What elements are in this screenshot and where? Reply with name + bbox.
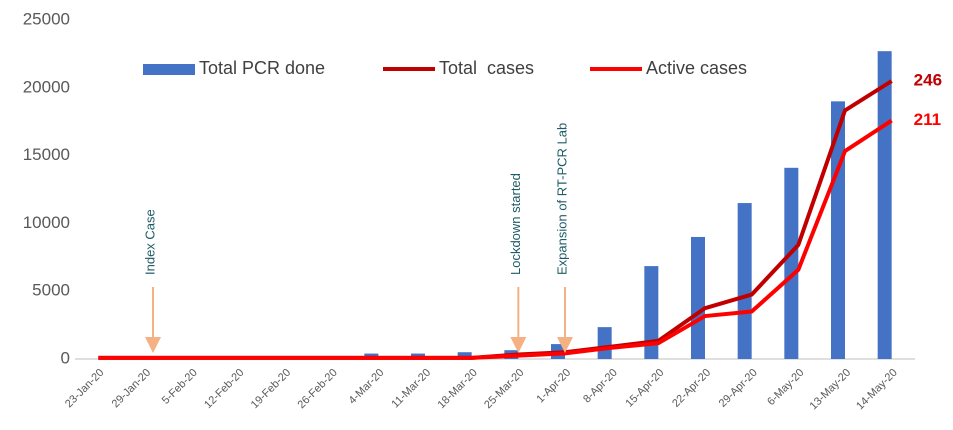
x-tick-label: 13-May-20 — [808, 367, 854, 413]
y-tick-label: 0 — [61, 348, 70, 367]
x-tick-label: 12-Feb-20 — [202, 367, 246, 411]
value-label: 246 — [914, 71, 942, 90]
annotation-arrowhead — [145, 337, 161, 353]
y-tick-label: 20000 — [23, 77, 70, 96]
line — [98, 79, 893, 360]
x-tick-label: 19-Feb-20 — [249, 367, 293, 411]
x-tick-label: 23-Jan-20 — [63, 367, 107, 411]
y-tick-label: 10000 — [23, 213, 70, 232]
x-tick-label: 1-Apr-20 — [534, 367, 573, 406]
bar — [784, 167, 799, 359]
legend-label: Total cases — [439, 58, 534, 78]
legend-label: Active cases — [646, 58, 747, 78]
y-tick-label: 25000 — [23, 9, 70, 28]
x-tick-label: 11-Mar-20 — [389, 367, 433, 411]
annotation-arrowhead — [510, 337, 527, 353]
bar — [737, 203, 752, 359]
x-tick-label: 5-Feb-20 — [160, 367, 200, 407]
annotation-arrowhead — [557, 337, 573, 353]
bar — [457, 352, 472, 359]
x-tick-label: 22-Apr-20 — [670, 367, 713, 410]
x-tick-label: 29-Jan-20 — [110, 367, 154, 411]
value-label: 211 — [914, 110, 941, 129]
x-tick-label: 15-Apr-20 — [623, 367, 666, 410]
legend-label: Total PCR done — [199, 58, 325, 78]
x-tick-label: 8-Apr-20 — [581, 367, 620, 406]
x-tick-label: 14-May-20 — [854, 367, 900, 413]
line — [98, 118, 893, 360]
bar — [644, 266, 659, 359]
legend-swatch — [143, 64, 195, 75]
x-tick-label: 18-Mar-20 — [435, 367, 479, 411]
annotation-text: Lockdown started — [508, 173, 523, 275]
x-tick-label: 6-May-20 — [765, 367, 806, 408]
y-tick-label: 15000 — [23, 145, 70, 164]
x-tick-label: 26-Feb-20 — [295, 367, 339, 411]
bar — [691, 236, 705, 359]
x-tick-label: 4-Mar-20 — [346, 367, 386, 407]
bar — [877, 51, 892, 360]
x-tick-label: 25-Mar-20 — [482, 367, 526, 411]
x-tick-label: 29-Apr-20 — [717, 367, 760, 410]
annotation-text: Expansion of RT-PCR Lab — [554, 123, 569, 275]
y-tick-label: 5000 — [32, 281, 70, 300]
bar — [831, 101, 845, 360]
bar — [597, 327, 612, 359]
annotation-text: Index Case — [142, 209, 157, 275]
